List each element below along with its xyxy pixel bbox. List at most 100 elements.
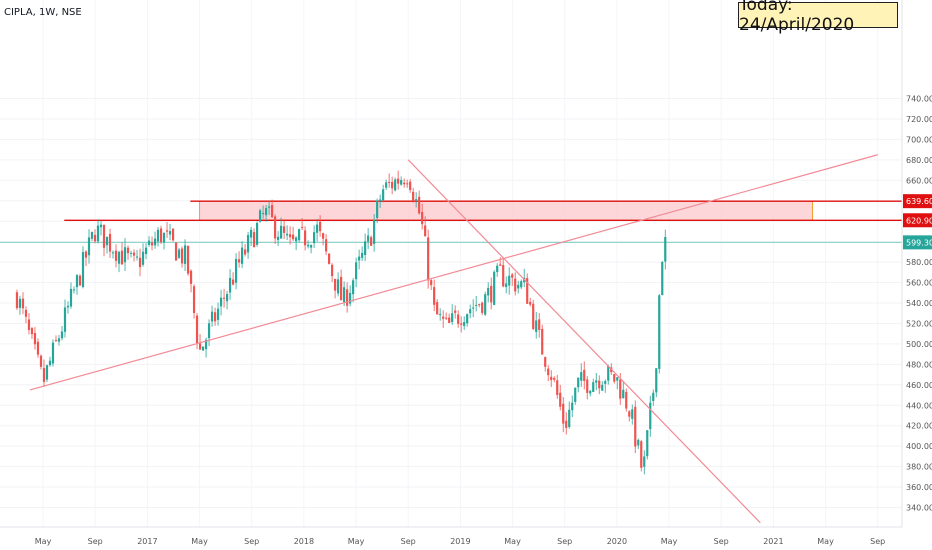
candle-down xyxy=(409,181,412,191)
candle-up xyxy=(607,366,610,381)
candle-up xyxy=(466,314,469,324)
candle-down xyxy=(252,232,256,248)
candle-down xyxy=(391,181,394,189)
candle-up xyxy=(655,368,658,393)
candle-down xyxy=(132,252,136,256)
candle-down xyxy=(442,316,445,319)
candle-down xyxy=(397,178,400,184)
candle-down xyxy=(304,230,307,246)
candle-up xyxy=(258,210,262,222)
candle-down xyxy=(388,181,391,183)
candle-up xyxy=(475,304,478,306)
candle-up xyxy=(343,287,346,303)
time-tick-label: May xyxy=(661,537,678,546)
level-lines xyxy=(0,200,902,243)
candle-up xyxy=(373,219,376,244)
resistance-zone-box xyxy=(199,200,814,221)
candle-down xyxy=(499,264,502,266)
price-tag-box xyxy=(903,235,932,250)
candle-down xyxy=(195,315,199,344)
candle-down xyxy=(544,357,547,367)
candle-down xyxy=(430,280,433,286)
time-tick-label: Sep xyxy=(714,537,729,546)
candle-series xyxy=(15,170,667,475)
time-tick-label: Sep xyxy=(557,537,572,546)
candle-down xyxy=(192,286,196,314)
candle-down xyxy=(189,270,193,284)
symbol-title: CIPLA, 1W, NSE xyxy=(4,7,82,18)
candle-down xyxy=(237,259,241,263)
candle-up xyxy=(297,229,301,241)
candle-down xyxy=(42,368,46,382)
candle-down xyxy=(478,304,481,306)
candle-down xyxy=(412,191,415,201)
candle-up xyxy=(129,252,133,254)
candle-up xyxy=(153,238,157,246)
candle-up xyxy=(216,308,220,320)
candle-up xyxy=(337,279,340,294)
price-axis[interactable]: 340.00 360.00 380.00 400.00 420.00 440.00 460.… xyxy=(901,0,932,527)
price-tick-label: 340.00 xyxy=(906,504,932,513)
candle-down xyxy=(291,234,295,240)
candle-up xyxy=(45,365,49,380)
candle-up xyxy=(18,298,22,308)
candle-down xyxy=(319,221,322,232)
price-tag-box xyxy=(903,213,932,228)
time-tick-label: May xyxy=(504,537,521,546)
price-tick-label: 460.00 xyxy=(906,381,932,390)
candle-up xyxy=(589,390,592,394)
candle-up xyxy=(637,439,640,446)
candle-down xyxy=(198,343,202,350)
candle-up xyxy=(379,199,382,202)
price-tick-label: 680.00 xyxy=(906,156,932,165)
candle-up xyxy=(228,277,232,293)
time-axis[interactable]: May Sep 2017 May Sep 2018 May Sep 2019 May Sep 2020… xyxy=(0,526,902,546)
candle-up xyxy=(517,284,520,289)
candle-up xyxy=(183,245,187,264)
candle-down xyxy=(27,319,31,331)
candle-down xyxy=(30,328,34,335)
candle-down xyxy=(562,403,565,424)
candle-up xyxy=(111,252,115,254)
candle-up xyxy=(162,232,166,243)
time-tick-label: May xyxy=(35,537,52,546)
candle-up xyxy=(96,225,100,242)
price-tick-label: 740.00 xyxy=(906,95,932,104)
candle-up xyxy=(99,224,103,228)
candle-up xyxy=(595,380,598,383)
price-tick-label: 700.00 xyxy=(906,135,932,144)
candle-up xyxy=(240,247,244,264)
candle-down xyxy=(328,253,331,264)
candle-up xyxy=(376,200,379,218)
chart-grid xyxy=(0,0,902,527)
candle-up xyxy=(508,275,511,286)
resistance-zone xyxy=(199,200,814,221)
candle-down xyxy=(460,323,463,325)
candle-down xyxy=(538,319,541,330)
candle-up xyxy=(469,309,472,314)
candle-up xyxy=(604,381,607,384)
candle-up xyxy=(601,384,604,391)
candle-down xyxy=(514,278,517,292)
candle-down xyxy=(613,374,616,382)
candle-up xyxy=(264,208,268,216)
price-tag-label: 639.60 xyxy=(906,197,932,206)
price-tick-label: 480.00 xyxy=(906,360,932,369)
candle-up xyxy=(123,247,127,263)
candle-up xyxy=(210,311,214,322)
candle-up xyxy=(261,212,265,214)
candle-up xyxy=(361,252,364,258)
candle-down xyxy=(598,380,601,389)
candle-down xyxy=(628,411,631,417)
candle-down xyxy=(78,275,82,286)
candle-up xyxy=(592,382,595,392)
price-tag-label: 599.30 xyxy=(906,238,932,247)
candle-down xyxy=(346,289,349,306)
candle-up xyxy=(649,402,652,430)
price-tick-label: 560.00 xyxy=(906,279,932,288)
candle-up xyxy=(652,392,655,401)
candle-up xyxy=(48,360,52,366)
candle-up xyxy=(622,389,625,399)
candle-down xyxy=(547,368,550,376)
